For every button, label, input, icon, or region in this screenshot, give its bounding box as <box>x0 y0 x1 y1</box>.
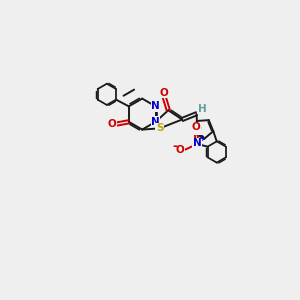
Text: N: N <box>193 138 202 148</box>
Text: N: N <box>151 117 160 127</box>
Text: O: O <box>192 122 200 132</box>
Text: -: - <box>173 140 178 153</box>
Text: +: + <box>198 134 206 143</box>
Text: S: S <box>156 123 163 134</box>
Text: O: O <box>176 145 184 155</box>
Text: N: N <box>151 101 160 111</box>
Text: H: H <box>198 103 207 114</box>
Text: O: O <box>108 119 116 129</box>
Text: O: O <box>160 88 169 98</box>
Text: O: O <box>192 124 201 134</box>
